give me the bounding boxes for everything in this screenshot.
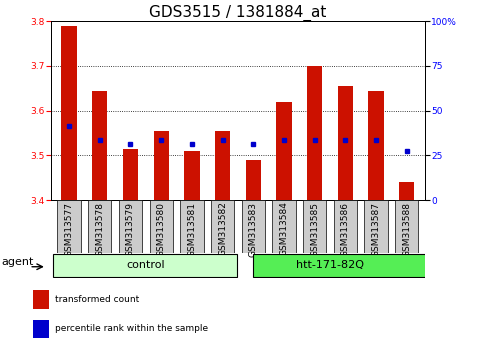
Bar [92,91,108,200]
FancyBboxPatch shape [272,200,296,253]
Text: GSM313586: GSM313586 [341,202,350,257]
Text: htt-171-82Q: htt-171-82Q [296,260,364,270]
Bar [184,151,199,200]
Text: GSM313581: GSM313581 [187,202,197,257]
Text: GSM313578: GSM313578 [95,202,104,257]
Bar [123,149,138,200]
FancyBboxPatch shape [253,254,437,277]
Bar [33,290,49,309]
Text: GSM313579: GSM313579 [126,202,135,257]
Title: GDS3515 / 1381884_at: GDS3515 / 1381884_at [149,5,327,21]
FancyBboxPatch shape [150,200,173,253]
Bar [215,131,230,200]
Text: control: control [126,260,165,270]
Text: agent: agent [1,257,33,267]
FancyBboxPatch shape [334,200,357,253]
Bar [33,320,49,338]
Text: GSM313577: GSM313577 [65,202,73,257]
FancyBboxPatch shape [242,200,265,253]
FancyBboxPatch shape [211,200,234,253]
FancyBboxPatch shape [57,200,81,253]
Bar [338,86,353,200]
FancyBboxPatch shape [53,254,237,277]
FancyBboxPatch shape [303,200,326,253]
FancyBboxPatch shape [180,200,203,253]
Text: GSM313587: GSM313587 [371,202,381,257]
Text: GSM313580: GSM313580 [156,202,166,257]
Bar [276,102,292,200]
Bar [61,26,77,200]
Text: GSM313583: GSM313583 [249,202,258,257]
Text: GSM313584: GSM313584 [279,202,288,257]
Bar [399,182,414,200]
FancyBboxPatch shape [395,200,418,253]
Bar [307,66,322,200]
FancyBboxPatch shape [119,200,142,253]
Bar [154,131,169,200]
Text: transformed count: transformed count [55,295,140,304]
Text: percentile rank within the sample: percentile rank within the sample [55,324,208,333]
Bar [368,91,384,200]
Text: GSM313585: GSM313585 [310,202,319,257]
FancyBboxPatch shape [364,200,388,253]
Text: GSM313582: GSM313582 [218,202,227,257]
Bar [245,160,261,200]
Text: GSM313588: GSM313588 [402,202,411,257]
FancyBboxPatch shape [88,200,112,253]
